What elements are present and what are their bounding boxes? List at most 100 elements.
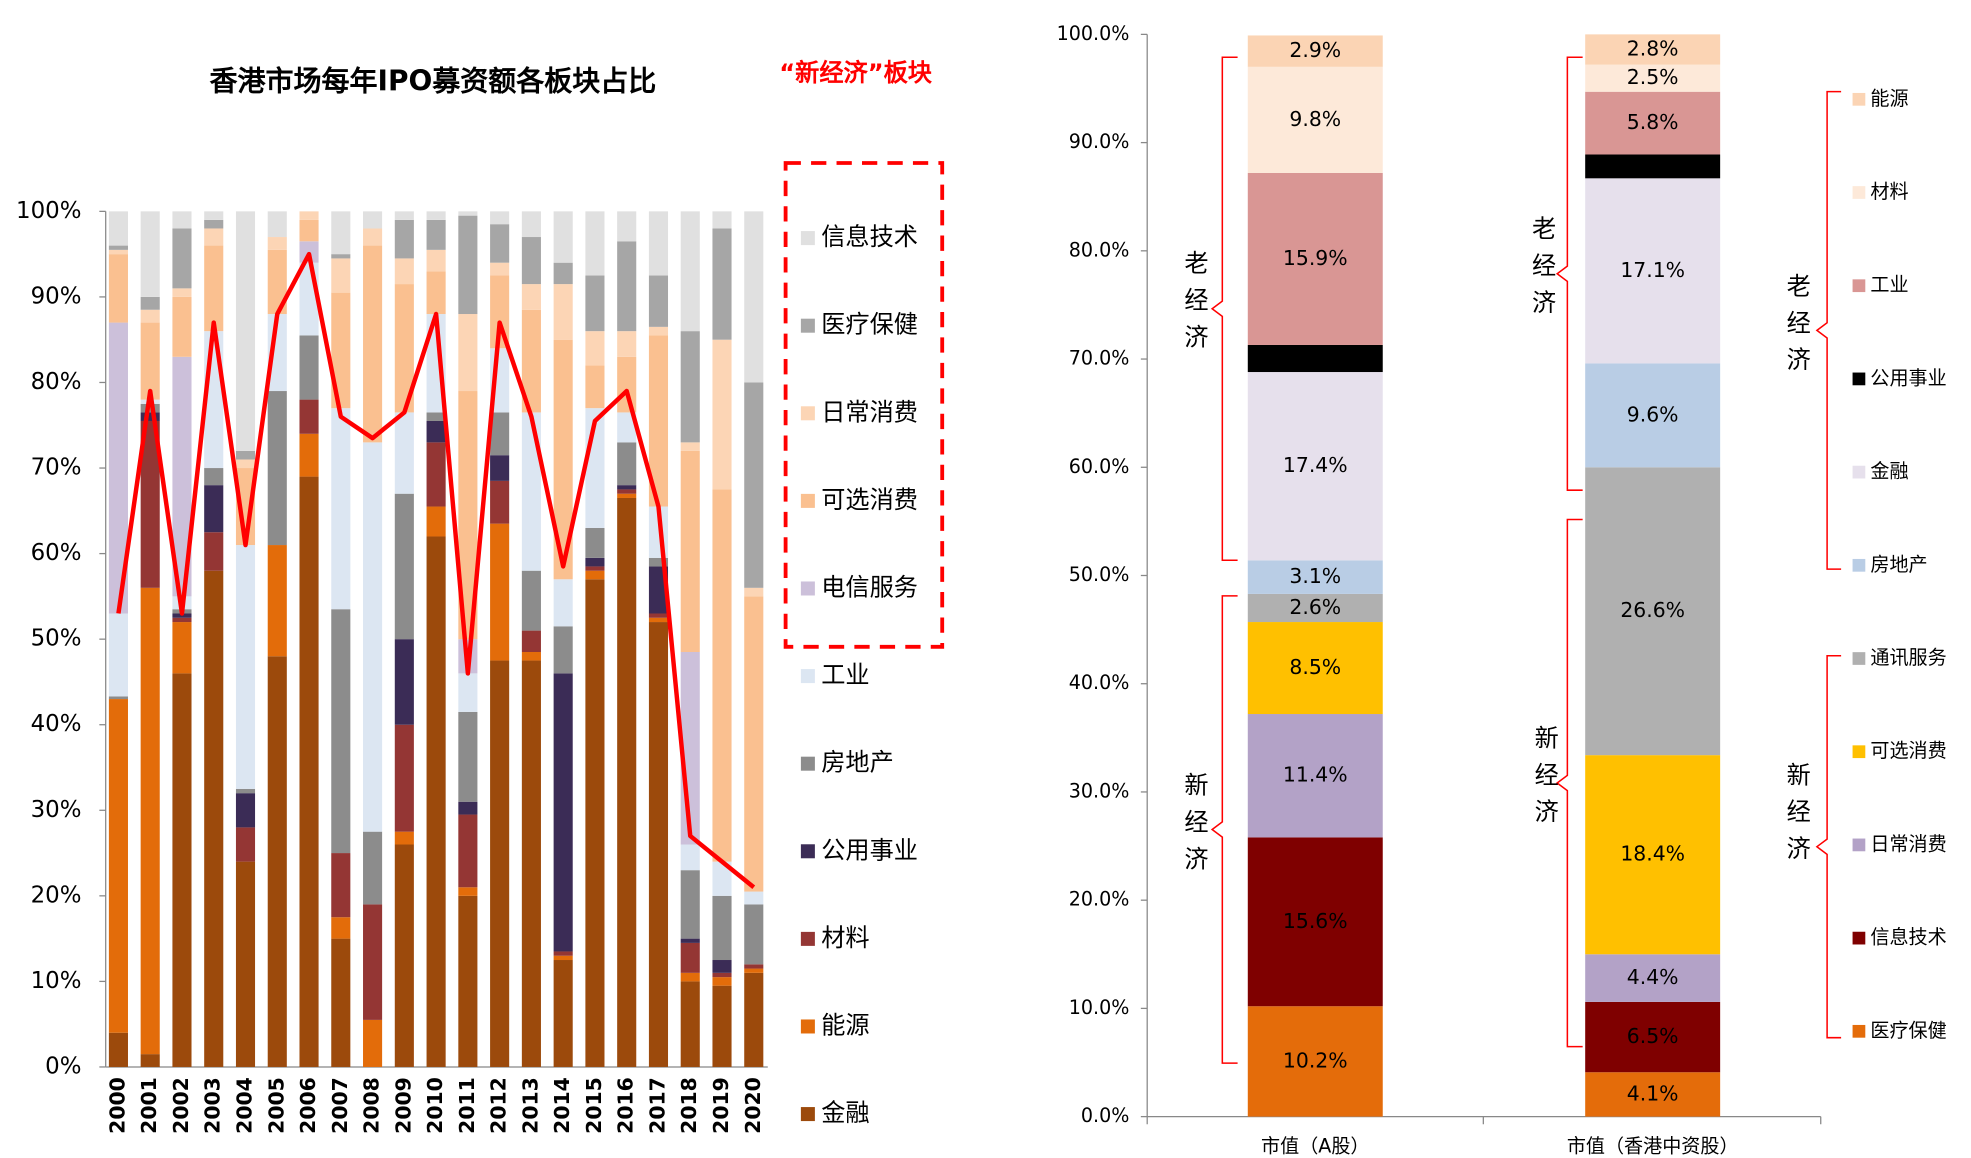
y-tick-label: 70.0% <box>1069 347 1130 370</box>
bar-segment <box>172 622 192 674</box>
bar-segment <box>1585 34 1721 65</box>
bar-segment <box>585 557 605 567</box>
bar-segment <box>108 613 128 697</box>
bar-segment <box>458 215 478 315</box>
bar-segment <box>712 985 732 1067</box>
bar-segment <box>553 960 573 1067</box>
bracket <box>1815 654 1842 1039</box>
bracket <box>1210 56 1238 561</box>
x-tick-label: 2009 <box>391 1077 415 1134</box>
bar-segment <box>108 211 128 246</box>
bar-segment <box>140 309 160 323</box>
legend-label: 工业 <box>821 661 869 689</box>
x-tick-label: 2007 <box>328 1077 352 1134</box>
legend-swatch <box>1852 465 1866 479</box>
legend-swatch <box>800 669 815 684</box>
y-tick-label: 20% <box>31 882 82 908</box>
bar-segment <box>1585 64 1721 92</box>
bar-segment <box>204 532 224 571</box>
bar-segment <box>585 566 605 571</box>
bar-segment <box>744 596 764 892</box>
bar-segment <box>521 651 541 661</box>
bar-segment <box>553 339 573 580</box>
legend-label: 能源 <box>821 1011 869 1039</box>
bar-segment <box>235 793 256 828</box>
bar-segment <box>458 711 478 802</box>
bar-segment <box>426 536 446 1067</box>
data-label: 2.6% <box>1289 595 1341 619</box>
data-label: 9.6% <box>1627 402 1679 426</box>
bar-segment <box>617 442 637 486</box>
bar-segment <box>553 262 573 285</box>
legend-label: 电信服务 <box>821 573 918 601</box>
data-label: 15.9% <box>1283 246 1348 270</box>
bar-segment <box>140 1054 160 1067</box>
bar-segment <box>617 211 637 242</box>
bar-segment <box>108 245 128 250</box>
data-label: 6.5% <box>1627 1024 1679 1048</box>
legend-label: 通讯服务 <box>1870 646 1946 669</box>
bar-segment <box>108 249 128 255</box>
bar-segment <box>267 249 287 315</box>
bar-segment <box>331 938 351 1067</box>
bar-segment <box>648 275 669 327</box>
bar-segment <box>521 570 541 631</box>
bar-segment <box>172 288 192 297</box>
bar-segment <box>331 917 351 939</box>
bar-segment <box>553 955 573 961</box>
bar-segment <box>108 699 128 1033</box>
legend-label: 材料 <box>1870 180 1908 203</box>
legend-swatch <box>1852 931 1866 945</box>
bar-segment <box>299 399 319 434</box>
group-label: 老经济 <box>1528 216 1556 327</box>
bar-segment <box>458 314 478 392</box>
bar-segment <box>553 951 573 956</box>
bar-segment <box>490 480 510 524</box>
bar-segment <box>521 211 541 238</box>
bar-segment <box>553 211 573 263</box>
y-tick-label: 40.0% <box>1069 671 1130 694</box>
bar-segment <box>363 1019 383 1067</box>
bar-segment <box>585 365 605 409</box>
x-tick-label: 2015 <box>582 1077 606 1134</box>
bar-segment <box>363 245 383 443</box>
data-label: 15.6% <box>1283 909 1348 933</box>
bar-segment <box>648 335 669 507</box>
x-tick-label: 2001 <box>137 1077 161 1134</box>
bracket <box>1555 56 1583 491</box>
legend-swatch <box>1852 558 1866 572</box>
bar-segment <box>235 545 256 789</box>
x-tick-label: 2014 <box>550 1077 574 1134</box>
x-tick-label: 2012 <box>487 1077 511 1134</box>
legend-swatch <box>800 756 815 771</box>
x-tick-label: 2013 <box>518 1077 542 1134</box>
y-tick-label: 70% <box>31 455 82 481</box>
data-label: 8.5% <box>1289 655 1341 679</box>
group-label: 新经济 <box>1180 772 1208 883</box>
bar-segment <box>1585 755 1721 955</box>
bracket <box>1815 90 1842 570</box>
legend-label: 公用事业 <box>1870 366 1946 389</box>
bar-segment <box>744 891 764 905</box>
bar-segment <box>204 245 224 332</box>
bar-segment <box>585 275 605 332</box>
bar-segment <box>490 262 510 276</box>
bar-segment <box>426 412 446 421</box>
bar-segment <box>458 673 478 712</box>
legend-label: 可选消费 <box>821 486 918 514</box>
x-tick-label: 2010 <box>423 1077 447 1134</box>
bar-segment <box>426 506 446 537</box>
bar-segment <box>140 296 160 310</box>
bar-segment <box>172 673 192 1067</box>
bar-segment <box>172 617 192 623</box>
bar-segment <box>1247 837 1383 1007</box>
x-tick-label: 2002 <box>169 1077 193 1134</box>
group-label: 新经济 <box>1530 725 1558 836</box>
legend-swatch <box>800 844 815 859</box>
bar-segment <box>394 284 414 413</box>
bar-segment <box>1585 178 1721 364</box>
bar-segment <box>140 322 160 400</box>
data-label: 2.9% <box>1289 38 1341 62</box>
bar-segment <box>712 339 732 490</box>
